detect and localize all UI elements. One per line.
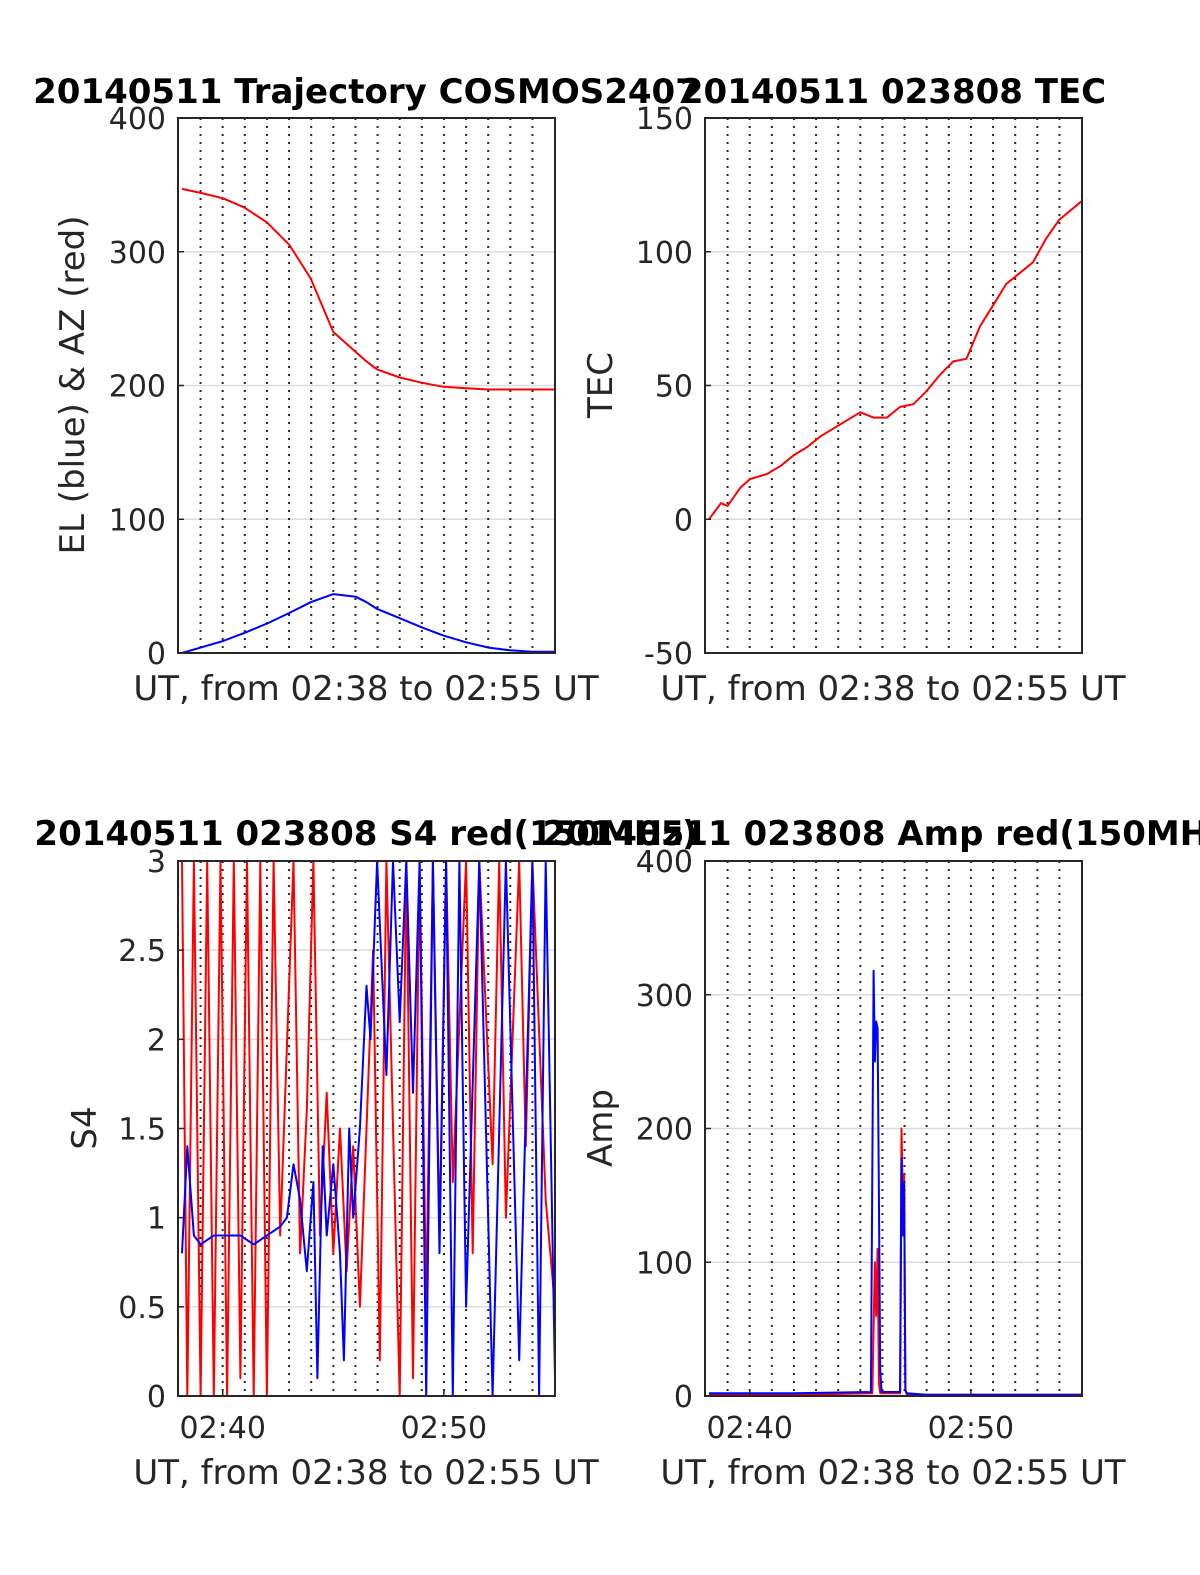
- tec-ytick-label: 150: [636, 102, 693, 137]
- s4-lines: [181, 861, 555, 1396]
- s4-title: 20140511 023808 S4 red(150MHz): [34, 814, 697, 854]
- s4-ytick-label: 1: [147, 1202, 166, 1237]
- trajectory-ytick-label: 0: [147, 637, 166, 672]
- amp-ytick-label: 300: [636, 979, 693, 1014]
- amp-lines: [709, 969, 1082, 1396]
- trajectory-xlabel: UT, from 02:38 to 02:55 UT: [133, 669, 599, 709]
- amp-ytick-label: 0: [674, 1380, 693, 1415]
- trajectory-lines: [181, 187, 555, 653]
- tec-ytick-label: -50: [644, 637, 693, 672]
- tec-hgrid: [705, 251, 1082, 520]
- s4-ytick-label: 0: [147, 1380, 166, 1415]
- amp-vgrid: [726, 861, 1061, 1396]
- tec-ytick-label: 0: [674, 503, 693, 538]
- amp-ylabel: Amp: [581, 1089, 621, 1167]
- tec-title: 20140511 023808 TEC: [680, 72, 1106, 112]
- amp-xticks: 02:40 02:50: [707, 1390, 1014, 1446]
- trajectory-yticks: 0 100 200 300 400: [109, 102, 184, 672]
- amp-ytick-label: 100: [636, 1246, 693, 1281]
- s4-series-blue: [181, 861, 555, 1396]
- tec-xlabel: UT, from 02:38 to 02:55 UT: [660, 669, 1126, 709]
- amp-yticks: 0 100 200 300 400: [636, 845, 711, 1415]
- trajectory-ytick-label: 200: [109, 370, 166, 405]
- s4-xtick-label: 02:50: [401, 1411, 487, 1446]
- panel-tec: -50 0 50 100 150 20140511 023808 TEC UT, fro…: [581, 72, 1126, 709]
- tec-vgrid: [726, 118, 1061, 653]
- amp-series-blue: [709, 969, 1082, 1396]
- s4-xticks: 02:40 02:50: [180, 1390, 487, 1446]
- trajectory-series-red: [181, 187, 555, 391]
- amp-ytick-label: 200: [636, 1113, 693, 1148]
- s4-yticks: 0 0.5 1 1.5 2 2.5 3: [118, 845, 184, 1415]
- panel-trajectory: 0 100 200 300 400 20140511 Trajectory COSMOS…: [33, 72, 699, 709]
- s4-ytick-label: 0.5: [118, 1291, 166, 1326]
- s4-ytick-label: 3: [147, 845, 166, 880]
- tec-series-red: [708, 200, 1082, 520]
- s4-ylabel: S4: [65, 1106, 105, 1149]
- trajectory-ytick-label: 400: [109, 102, 166, 137]
- amp-xlabel: UT, from 02:38 to 02:55 UT: [660, 1453, 1126, 1493]
- amp-ytick-label: 400: [636, 845, 693, 880]
- tec-yticks: -50 0 50 100 150: [636, 102, 711, 672]
- tec-lines: [708, 200, 1082, 520]
- s4-ytick-label: 1.5: [118, 1113, 166, 1148]
- trajectory-ylabel: EL (blue) & AZ (red): [53, 215, 93, 554]
- amp-hgrid: [705, 994, 1082, 1263]
- amp-xtick-label: 02:40: [707, 1411, 793, 1446]
- amp-xtick-label: 02:50: [928, 1411, 1014, 1446]
- tec-ytick-label: 100: [636, 236, 693, 271]
- s4-ytick-label: 2.5: [118, 934, 166, 969]
- trajectory-title: 20140511 Trajectory COSMOS2407: [33, 72, 699, 112]
- trajectory-series-blue: [181, 593, 555, 653]
- trajectory-ytick-label: 100: [109, 503, 166, 538]
- trajectory-ytick-label: 300: [109, 236, 166, 271]
- tec-ytick-label: 50: [655, 370, 693, 405]
- s4-ytick-label: 2: [147, 1023, 166, 1058]
- panel-amp: 0 100 200 300 400 02:40 02:50 20140511 023808…: [542, 814, 1200, 1493]
- trajectory-hgrid: [178, 251, 555, 520]
- s4-xlabel: UT, from 02:38 to 02:55 UT: [133, 1453, 599, 1493]
- amp-title: 20140511 023808 Amp red(150MHz): [542, 814, 1200, 854]
- s4-xtick-label: 02:40: [180, 1411, 266, 1446]
- panel-s4: 0 0.5 1 1.5 2 2.5 3 02:40 02:50 20140511 023808…: [34, 814, 697, 1493]
- tec-ylabel: TEC: [581, 352, 621, 419]
